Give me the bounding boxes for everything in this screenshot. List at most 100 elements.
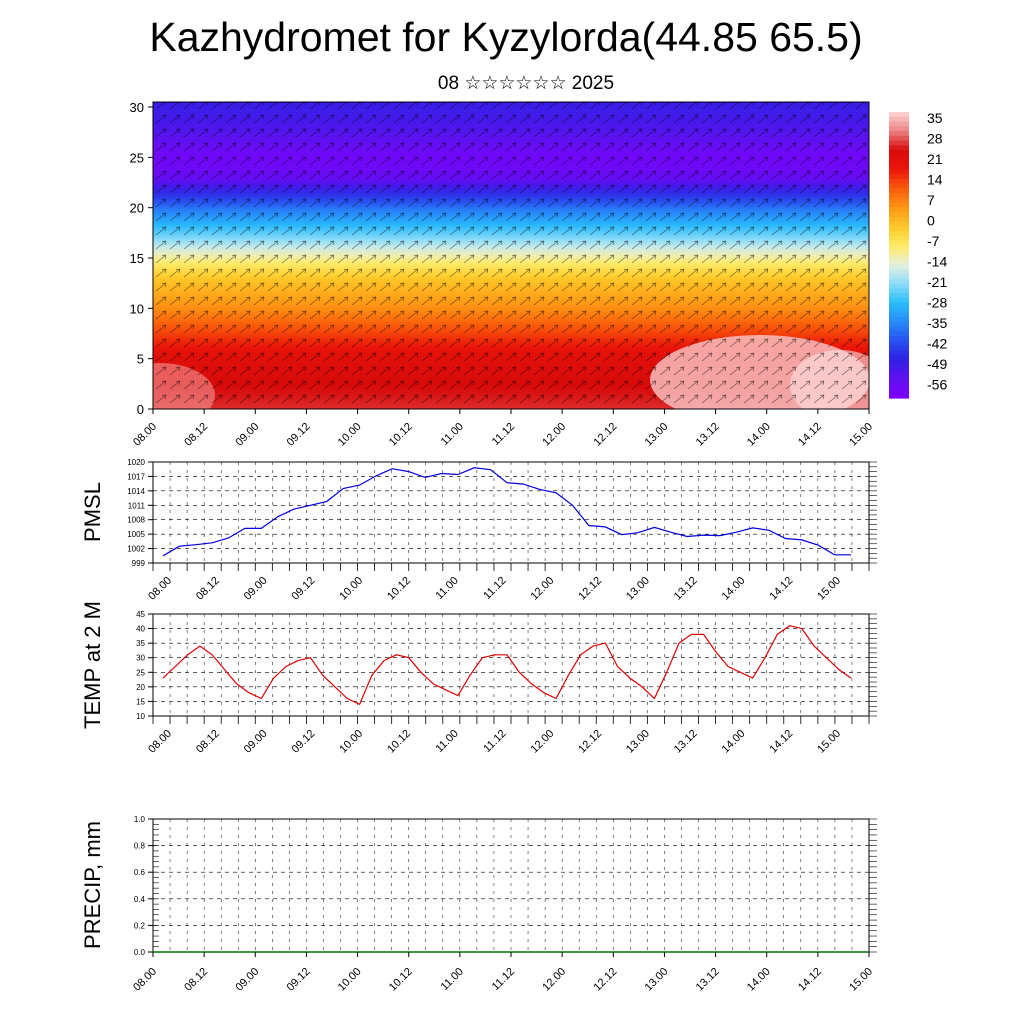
x-tick-label: 15.00 — [815, 575, 843, 603]
y-tick-label: 0.2 — [134, 921, 146, 930]
colorbar-segment — [889, 264, 909, 270]
colorbar-label: 28 — [927, 131, 943, 147]
x-tick-label: 15.00 — [815, 728, 843, 756]
colorbar-label: 35 — [927, 110, 943, 126]
y-tick-label: 40 — [136, 625, 145, 634]
colorbar-segment — [889, 364, 909, 370]
x-tick-label: 09.12 — [290, 728, 318, 756]
x-tick-label: 10.12 — [387, 421, 415, 449]
colorbar-segment — [889, 278, 909, 285]
colorbar-segment — [889, 169, 909, 175]
colorbar-segment — [889, 340, 909, 347]
y-tick-label: 15 — [136, 697, 145, 706]
colorbar-segment — [889, 135, 909, 142]
y-axis-label: PMSL — [80, 482, 105, 542]
x-tick-label: 10.12 — [385, 575, 413, 603]
colorbar-label: -7 — [927, 233, 940, 249]
y-tick-label: 20 — [130, 201, 144, 216]
panel-frame — [152, 613, 870, 717]
y-tick-label: 0.0 — [134, 948, 146, 957]
heatmap-panel: 0 5 10 15 20 25 30 08.00 08.12 09.00 09.12 10.00 10.… — [130, 100, 876, 449]
x-tick-label: 14.12 — [767, 728, 795, 756]
y-tick-label: 0.4 — [134, 895, 146, 904]
panel-frame — [152, 461, 870, 564]
colorbar-segment — [889, 140, 909, 146]
colorbar-segment — [889, 283, 909, 289]
x-tick-label: 10.00 — [336, 421, 364, 449]
colorbar-segment — [889, 307, 909, 313]
colorbar-segment — [889, 312, 909, 318]
colorbar-segment — [889, 188, 909, 194]
y-tick-label: 0.8 — [134, 842, 146, 851]
colorbar-segment — [889, 326, 909, 332]
y-tick-label: 20 — [136, 683, 145, 692]
colorbar-segment — [889, 173, 909, 180]
x-tick-label: 11.12 — [481, 575, 508, 602]
colorbar-segment — [889, 212, 909, 218]
x-tick-label: 13.12 — [694, 966, 722, 994]
colorbar-segment — [889, 288, 909, 294]
x-tick-label: 11.00 — [433, 728, 460, 755]
x-tick-label: 10.00 — [336, 966, 364, 994]
x-tick-label: 09.00 — [233, 966, 261, 994]
y-tick-label: 1020 — [127, 458, 145, 467]
colorbar-segment — [889, 255, 909, 261]
x-tick-label: 14.00 — [720, 575, 748, 603]
colorbar-segment — [889, 302, 909, 309]
colorbar-segment — [889, 316, 909, 323]
x-tick-label: 11.12 — [490, 421, 517, 448]
y-axis-label: TEMP at 2 M — [80, 601, 105, 729]
y-tick-label: 35 — [136, 639, 145, 648]
y-tick-label: 25 — [136, 668, 145, 677]
heatmap-field — [153, 102, 869, 409]
colorbar-segment — [889, 297, 909, 304]
y-tick-label: 25 — [130, 150, 144, 165]
colorbar-segment — [889, 250, 909, 256]
chart-title: Kazhydromet for Kyzylorda(44.85 65.5) — [149, 14, 863, 60]
colorbar-segment — [889, 183, 909, 189]
colorbar-segment — [889, 245, 909, 251]
y-tick-label: 10 — [130, 301, 144, 316]
x-tick-label: 14.00 — [745, 421, 773, 449]
colorbar-label: 21 — [927, 151, 943, 167]
colorbar-segment — [889, 116, 909, 123]
x-tick-label: 12.12 — [576, 728, 604, 756]
x-tick-label: 13.00 — [643, 421, 671, 449]
temp-panel: 10 15 20 25 30 35 40 45 08.00 08.12 09.00 09.12 10.0… — [80, 601, 877, 756]
colorbar-segment — [889, 193, 909, 199]
x-tick-label: 15.00 — [847, 966, 875, 994]
x-tick-label: 09.00 — [242, 575, 270, 603]
x-tick-label: 08.12 — [182, 966, 210, 994]
y-tick-label: 1017 — [127, 472, 145, 481]
colorbar-segment — [889, 202, 909, 208]
x-tick-label: 09.12 — [285, 966, 313, 994]
pmsl-panel: 999 1002 1005 1008 1011 1014 1017 1020 08.00 08.1… — [80, 458, 877, 603]
x-tick-label: 14.00 — [720, 728, 748, 756]
colorbar-segment — [889, 235, 909, 242]
colorbar: 35 28 21 14 7 0 -7 -14 -21 -28 -35 -42 -49 -56 — [889, 110, 947, 399]
y-tick-label: 1.0 — [134, 815, 146, 824]
y-tick-label: 45 — [136, 610, 145, 619]
x-tick-label: 14.12 — [796, 421, 824, 449]
colorbar-segment — [889, 393, 909, 399]
x-tick-label: 11.00 — [433, 575, 460, 602]
colorbar-segment — [889, 388, 909, 394]
colorbar-segment — [889, 197, 909, 204]
colorbar-segment — [889, 164, 909, 170]
x-tick-label: 11.12 — [490, 966, 517, 993]
x-tick-label: 08.12 — [194, 728, 222, 756]
series-line — [162, 625, 852, 706]
colorbar-segment — [889, 321, 909, 328]
colorbar-segment — [889, 112, 909, 118]
colorbar-segment — [889, 126, 909, 132]
x-tick-label: 09.00 — [242, 728, 270, 756]
precip-panel: 0.0 0.2 0.4 0.6 0.8 1.0 08.00 08.12 09.00 09.12 10… — [80, 815, 877, 994]
y-tick-label: 1011 — [128, 501, 146, 510]
x-tick-label: 08.00 — [146, 575, 174, 603]
colorbar-segment — [889, 259, 909, 266]
colorbar-label: -14 — [927, 254, 947, 270]
colorbar-segment — [889, 378, 909, 385]
x-tick-label: 08.00 — [146, 728, 174, 756]
y-tick-label: 30 — [130, 100, 144, 115]
